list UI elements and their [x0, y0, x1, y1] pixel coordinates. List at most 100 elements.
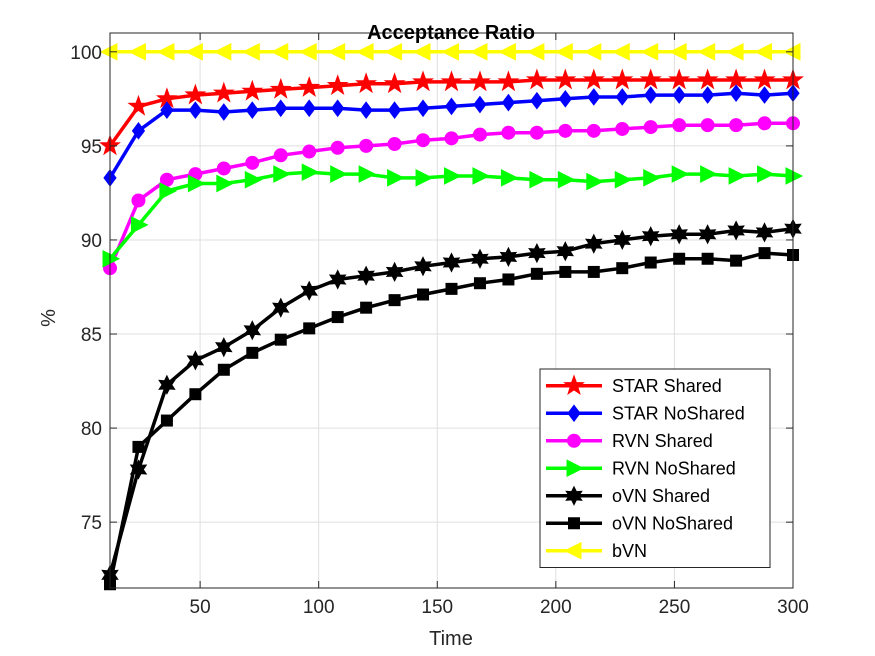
data-point-bvn [612, 43, 630, 61]
data-point-rvn-noshared [472, 167, 491, 185]
y-tick-label: 85 [81, 325, 102, 346]
legend-label-bvn: bVN [612, 541, 647, 561]
data-point-rvn-noshared [500, 169, 519, 187]
data-point-rvn-noshared [643, 169, 661, 187]
data-point-bvn [384, 43, 403, 61]
data-point-star-noshared [501, 93, 516, 112]
data-point-rvn-noshared [757, 165, 775, 183]
data-point-ovn-shared [585, 233, 603, 254]
legend-label-ovn-shared: oVN Shared [612, 486, 710, 506]
plot-frame [109, 32, 794, 589]
data-point-ovn-shared [328, 269, 347, 290]
data-point-bvn [469, 43, 488, 61]
series-rvn-noshared [102, 163, 804, 268]
data-point-ovn-noshared [616, 262, 629, 275]
data-point-rvn-noshared [614, 170, 633, 189]
data-point-bvn [242, 43, 260, 61]
data-point-star-shared [725, 68, 748, 90]
data-point-ovn-noshared [530, 267, 543, 280]
data-point-rvn-noshared [244, 170, 263, 189]
data-point-rvn-noshared [586, 172, 604, 191]
axis-ticks: 50 100 150 200 250 300 75 80 85 90 95 100 [70, 33, 809, 618]
data-point-star-noshared [416, 99, 430, 118]
data-point-rvn-shared [586, 123, 601, 138]
data-point-bvn [356, 43, 374, 61]
data-point-ovn-noshared [274, 333, 287, 346]
data-point-rvn-noshared [358, 165, 377, 183]
legend-marker-rvn-noshared [566, 459, 585, 478]
data-point-ovn-shared [243, 320, 262, 341]
legend-label-star-noshared: STAR NoShared [612, 403, 745, 423]
data-point-star-shared [497, 70, 520, 92]
x-axis-label: Time [429, 628, 473, 650]
data-point-ovn-shared [670, 224, 688, 245]
data-point-rvn-noshared [159, 182, 178, 200]
data-point-star-shared [241, 79, 264, 101]
data-point-star-noshared [530, 91, 544, 110]
data-point-rvn-noshared [415, 169, 434, 187]
y-tick-label: 100 [70, 43, 102, 64]
data-point-star-shared [298, 76, 321, 97]
data-point-star-shared [127, 94, 150, 116]
legend-marker-rvn-shared [567, 433, 581, 448]
data-point-ovn-shared [613, 229, 631, 251]
data-point-rvn-noshared [557, 170, 576, 189]
data-point-rvn-noshared [728, 167, 747, 185]
data-point-ovn-noshared [303, 322, 316, 335]
data-point-star-shared [355, 72, 378, 94]
data-point-bvn [526, 43, 545, 61]
data-point-star-noshared [131, 121, 146, 140]
data-point-star-shared [412, 70, 435, 92]
data-point-star-noshared [757, 86, 772, 104]
data-point-rvn-noshared [130, 216, 149, 234]
legend-label-rvn-noshared: RVN NoShared [612, 458, 736, 478]
data-point-bvn [441, 43, 459, 61]
data-point-rvn-shared [643, 120, 658, 135]
data-point-ovn-shared [158, 374, 176, 395]
data-point-ovn-shared [528, 242, 546, 264]
data-point-star-shared [440, 70, 463, 92]
data-point-ovn-shared [499, 246, 518, 268]
data-point-rvn-noshared [102, 249, 121, 268]
data-point-rvn-shared [501, 125, 516, 140]
x-tick-label: 200 [540, 597, 572, 618]
data-point-star-shared [468, 70, 491, 92]
data-point-ovn-shared [186, 350, 205, 371]
data-point-ovn-noshared [559, 265, 572, 278]
data-point-star-shared [212, 81, 235, 103]
data-point-rvn-shared [273, 148, 288, 163]
data-point-rvn-shared [700, 118, 715, 133]
data-point-star-noshared [587, 88, 601, 106]
y-tick-label: 95 [81, 137, 102, 158]
data-point-star-noshared [359, 101, 373, 119]
series-ovn-noshared [104, 247, 799, 591]
data-point-ovn-noshared [331, 311, 344, 324]
data-point-star-noshared [387, 101, 402, 119]
data-point-ovn-noshared [445, 282, 458, 295]
data-point-rvn-shared [359, 138, 374, 153]
data-point-star-noshared [729, 84, 743, 103]
y-tick-label: 80 [81, 419, 102, 440]
data-point-star-noshared [701, 86, 715, 104]
data-point-ovn-noshared [473, 277, 486, 290]
legend-marker-star-shared [563, 374, 585, 396]
data-point-bvn [669, 43, 687, 61]
data-point-ovn-shared [357, 265, 375, 286]
data-point-rvn-shared [302, 144, 317, 159]
data-point-bvn [640, 43, 659, 61]
data-point-rvn-shared [472, 127, 487, 142]
data-point-rvn-shared [529, 125, 544, 140]
data-point-bvn [498, 43, 516, 61]
legend-marker-ovn-noshared [568, 517, 580, 530]
data-point-star-shared [326, 74, 349, 96]
data-point-ovn-shared [300, 280, 318, 301]
data-point-star-noshared [160, 101, 174, 119]
data-point-star-noshared [245, 101, 259, 119]
legend-marker-ovn-shared [565, 485, 583, 506]
data-point-bvn [583, 43, 602, 61]
y-axis-label: % [38, 309, 60, 327]
data-point-ovn-noshared [673, 252, 686, 265]
data-point-rvn-shared [330, 140, 345, 155]
data-point-star-noshared [188, 101, 202, 119]
data-point-bvn [128, 43, 146, 61]
